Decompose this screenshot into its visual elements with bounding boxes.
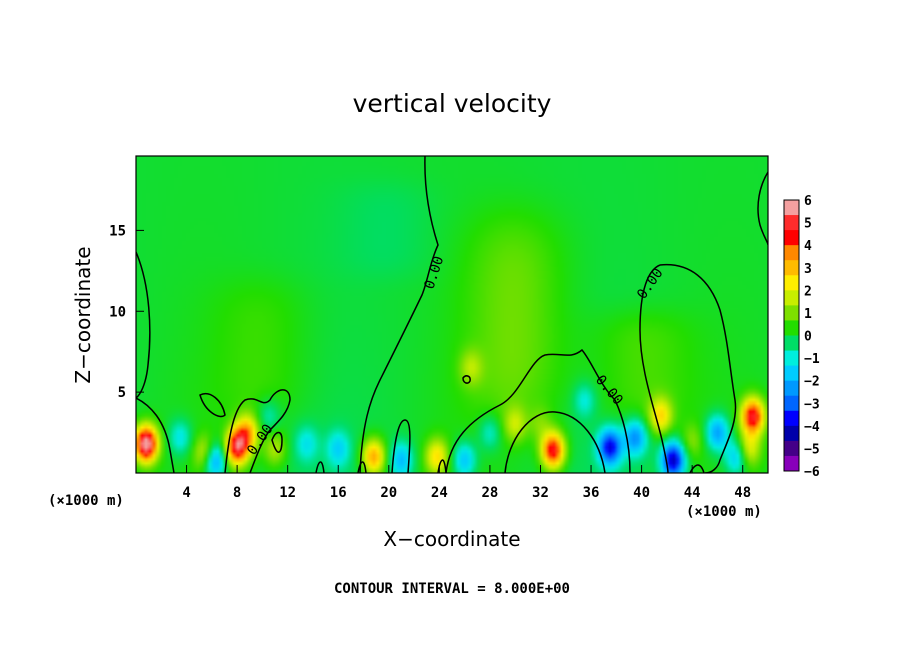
contour-interval-footer: CONTOUR INTERVAL = 8.000E+00 xyxy=(334,581,570,597)
x-tick-label: 40 xyxy=(633,485,650,501)
colorbar-swatch xyxy=(784,245,799,261)
y-tick-label: 5 xyxy=(118,385,126,401)
y-tick-label: 15 xyxy=(109,223,126,239)
x-tick-label: 4 xyxy=(182,485,190,501)
colorbar-swatch xyxy=(784,335,799,352)
contour-loop-5 xyxy=(437,459,447,473)
colorbar-tick-label: −6 xyxy=(804,465,820,480)
contour-center-plume xyxy=(359,156,439,473)
colorbar-tick-label: 1 xyxy=(804,307,812,322)
x-tick-label: 16 xyxy=(330,485,347,501)
chart-title: vertical velocity xyxy=(353,89,552,118)
contour-small-2 xyxy=(357,461,367,473)
colorbar-swatch xyxy=(784,440,799,457)
x-tick-label: 24 xyxy=(431,485,448,501)
colorbar-frame xyxy=(783,199,800,472)
x-tick-label: 36 xyxy=(583,485,600,501)
colorbar: 6 5 4 3 2 1 0 −1 −2 −3 −4 −5 −6 xyxy=(783,194,820,480)
colorbar-swatch xyxy=(784,290,799,306)
x-unit-left: (×1000 m) xyxy=(48,493,124,509)
x-axis-label: X−coordinate xyxy=(383,527,520,551)
colorbar-swatch xyxy=(784,365,799,382)
colorbar-tick-label: 6 xyxy=(804,194,812,209)
x-tick-label: 12 xyxy=(279,485,296,501)
contour-right-edge xyxy=(757,171,768,246)
contour-right-inner xyxy=(639,264,669,473)
colorbar-tick-label: 5 xyxy=(804,217,812,232)
colorbar-swatch xyxy=(784,320,799,336)
contour-loop-3 xyxy=(271,431,283,453)
colorbar-swatch xyxy=(784,425,799,442)
y-tick-label: 10 xyxy=(109,304,126,320)
colorbar-swatch xyxy=(784,215,799,231)
x-tick-label: 8 xyxy=(233,485,241,501)
x-tick-label: 32 xyxy=(532,485,549,501)
colorbar-swatch xyxy=(784,230,799,246)
x-unit-right: (×1000 m) xyxy=(686,504,762,520)
colorbar-swatch xyxy=(784,200,799,216)
colorbar-swatch xyxy=(784,455,799,472)
contour-loop-2 xyxy=(224,389,291,473)
plot-area: 0.00 0.00 0.00 0.00 xyxy=(135,155,769,474)
plot-frame xyxy=(135,155,769,474)
colorbar-tick-label: −2 xyxy=(804,375,820,390)
contour-loop-1 xyxy=(199,393,226,418)
contour-loop-6 xyxy=(462,375,471,384)
colorbar-swatch xyxy=(784,350,799,367)
x-axis-ticks: 4 8 12 16 20 24 28 32 36 40 44 48 xyxy=(182,465,751,501)
x-tick-label: 28 xyxy=(481,485,498,501)
contour-right-tall xyxy=(659,263,737,473)
colorbar-tick-label: −3 xyxy=(804,397,820,412)
colorbar-tick-label: −1 xyxy=(804,352,820,367)
contour-loop-4 xyxy=(391,419,411,473)
colorbar-tick-label: 0 xyxy=(804,330,812,345)
contour-small-1 xyxy=(315,461,325,473)
contour-left-bottom xyxy=(136,397,175,473)
colorbar-tick-label: −4 xyxy=(804,420,820,435)
heatmap-field xyxy=(136,156,768,473)
x-tick-label: 20 xyxy=(380,485,397,501)
y-axis-ticks: 5 10 15 xyxy=(109,223,144,401)
contour-right-hump xyxy=(445,348,631,473)
zero-contour-lines xyxy=(136,156,768,473)
colorbar-swatch xyxy=(784,260,799,276)
colorbar-tick-label: 3 xyxy=(804,262,812,277)
colorbar-tick-label: 4 xyxy=(804,239,812,254)
contour-right-bottom xyxy=(689,464,705,473)
colorbar-swatch xyxy=(784,380,799,397)
colorbar-tick-label: −5 xyxy=(804,442,820,457)
colorbar-tick-label: 2 xyxy=(804,284,812,299)
colorbar-swatch xyxy=(784,410,799,427)
colorbar-swatch xyxy=(784,305,799,321)
y-axis-label: Z−coordinate xyxy=(71,246,95,383)
contour-inner-hump xyxy=(504,411,606,473)
x-tick-label: 44 xyxy=(684,485,701,501)
colorbar-swatch xyxy=(784,395,799,412)
colorbar-swatch xyxy=(784,275,799,291)
x-tick-label: 48 xyxy=(734,485,751,501)
